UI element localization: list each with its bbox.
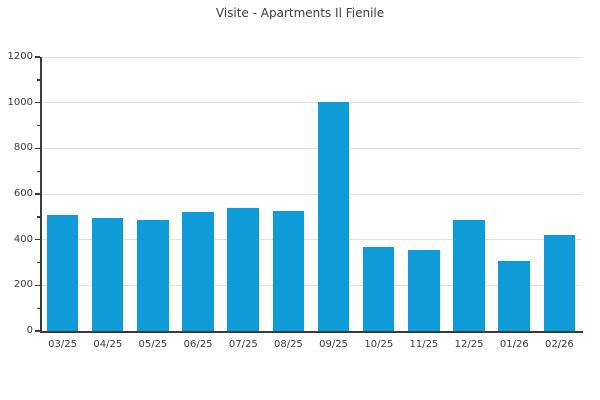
x-axis-tick-label: 12/25 — [454, 339, 484, 350]
x-axis-tick-label: 01/26 — [499, 339, 529, 350]
x-axis-tick-label: 09/25 — [319, 339, 348, 350]
y-axis-minor-tick — [37, 262, 40, 264]
y-axis-major-tick — [35, 56, 40, 58]
y-axis-tick-label: 800 — [13, 142, 33, 154]
y-axis-line — [40, 57, 42, 332]
x-axis-tick-label: 06/25 — [183, 339, 213, 350]
bar — [182, 212, 214, 331]
x-axis-tick-label: 03/25 — [48, 339, 77, 350]
y-axis-major-tick — [35, 330, 40, 332]
x-axis-tick-label: 10/25 — [364, 339, 394, 350]
y-axis-major-tick — [35, 147, 40, 149]
y-axis-tick-label: 200 — [13, 279, 33, 291]
gridline — [40, 239, 582, 241]
y-axis-tick-label: 0 — [26, 325, 33, 336]
y-axis-tick-label: 1200 — [7, 51, 33, 62]
bar — [91, 218, 124, 331]
x-axis-line — [40, 331, 583, 333]
bar — [408, 249, 440, 331]
y-axis-major-tick — [35, 239, 40, 241]
x-axis-tick-label: 11/25 — [409, 339, 439, 350]
bar — [498, 261, 530, 331]
bar — [46, 214, 79, 332]
y-axis-minor-tick — [37, 307, 40, 309]
chart-title: Visite - Apartments Il Fienile — [215, 6, 385, 20]
gridline — [40, 147, 582, 149]
x-axis-tick-label: 08/25 — [273, 339, 303, 350]
gridline — [40, 56, 582, 58]
y-axis-tick-label: 400 — [13, 233, 33, 245]
bar — [227, 207, 259, 331]
y-axis-minor-tick — [37, 79, 40, 81]
x-axis-tick-label: 02/26 — [544, 339, 574, 350]
y-axis-minor-tick — [37, 170, 40, 172]
x-axis-tick-label: 07/25 — [228, 339, 258, 350]
y-axis-minor-tick — [37, 125, 40, 127]
gridline — [40, 102, 582, 104]
bar — [317, 101, 350, 331]
y-axis-tick-label: 1000 — [7, 96, 33, 108]
gridline — [40, 193, 582, 195]
y-axis-minor-tick — [37, 216, 40, 218]
y-axis-tick-label: 600 — [13, 188, 33, 199]
bar — [543, 235, 576, 331]
bar — [137, 220, 169, 331]
bar — [362, 246, 395, 331]
y-axis-major-tick — [35, 284, 40, 286]
y-axis-major-tick — [35, 193, 40, 195]
x-axis-tick-label: 05/25 — [138, 339, 168, 350]
y-axis-major-tick — [35, 102, 40, 104]
gridline — [40, 284, 582, 286]
x-axis-tick-label: 04/25 — [93, 339, 123, 350]
bar — [453, 220, 485, 331]
bar — [272, 211, 305, 331]
